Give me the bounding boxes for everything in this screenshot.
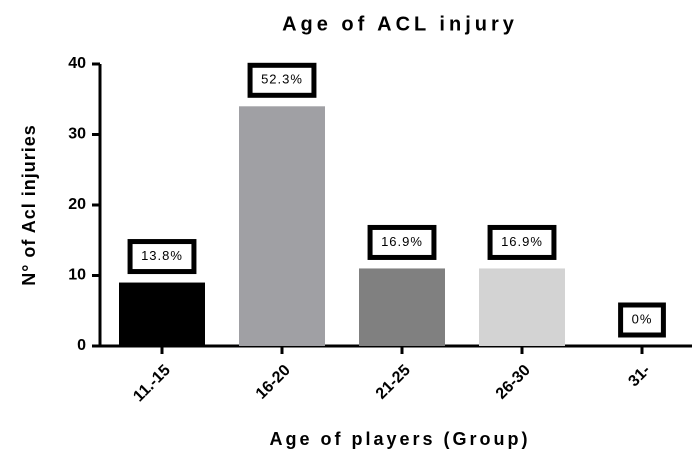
y-tick-label: 30 [68,126,86,143]
bar [239,106,325,346]
y-tick-label: 10 [68,267,86,284]
y-tick-label: 20 [68,196,86,213]
bar [359,268,445,346]
annotation-box [127,239,197,275]
y-tick-label: 40 [68,55,86,72]
annotation-box [487,224,557,260]
x-tick-label: 11.-15 [130,362,174,406]
annotation: 13.8% [141,248,183,263]
bar [119,282,205,346]
x-tick-label: 21-25 [373,362,414,403]
x-tick-label: 26-30 [493,362,534,403]
x-tick-label: 31- [625,362,653,390]
x-axis-title: Age of players (Group) [269,429,530,449]
annotation-box [367,224,437,260]
bar [479,268,565,346]
annotation: 0% [632,311,653,326]
annotation: 16.9% [381,234,423,249]
annotation-box [247,62,317,98]
annotation-box [618,302,666,338]
annotation: 16.9% [501,234,543,249]
y-axis-title: N° of Acl injuries [19,124,39,286]
y-tick-label: 0 [77,337,86,354]
annotation: 52.3% [261,72,303,87]
chart-title: Age of ACL injury [282,13,518,35]
x-tick-label: 16-20 [253,362,294,403]
